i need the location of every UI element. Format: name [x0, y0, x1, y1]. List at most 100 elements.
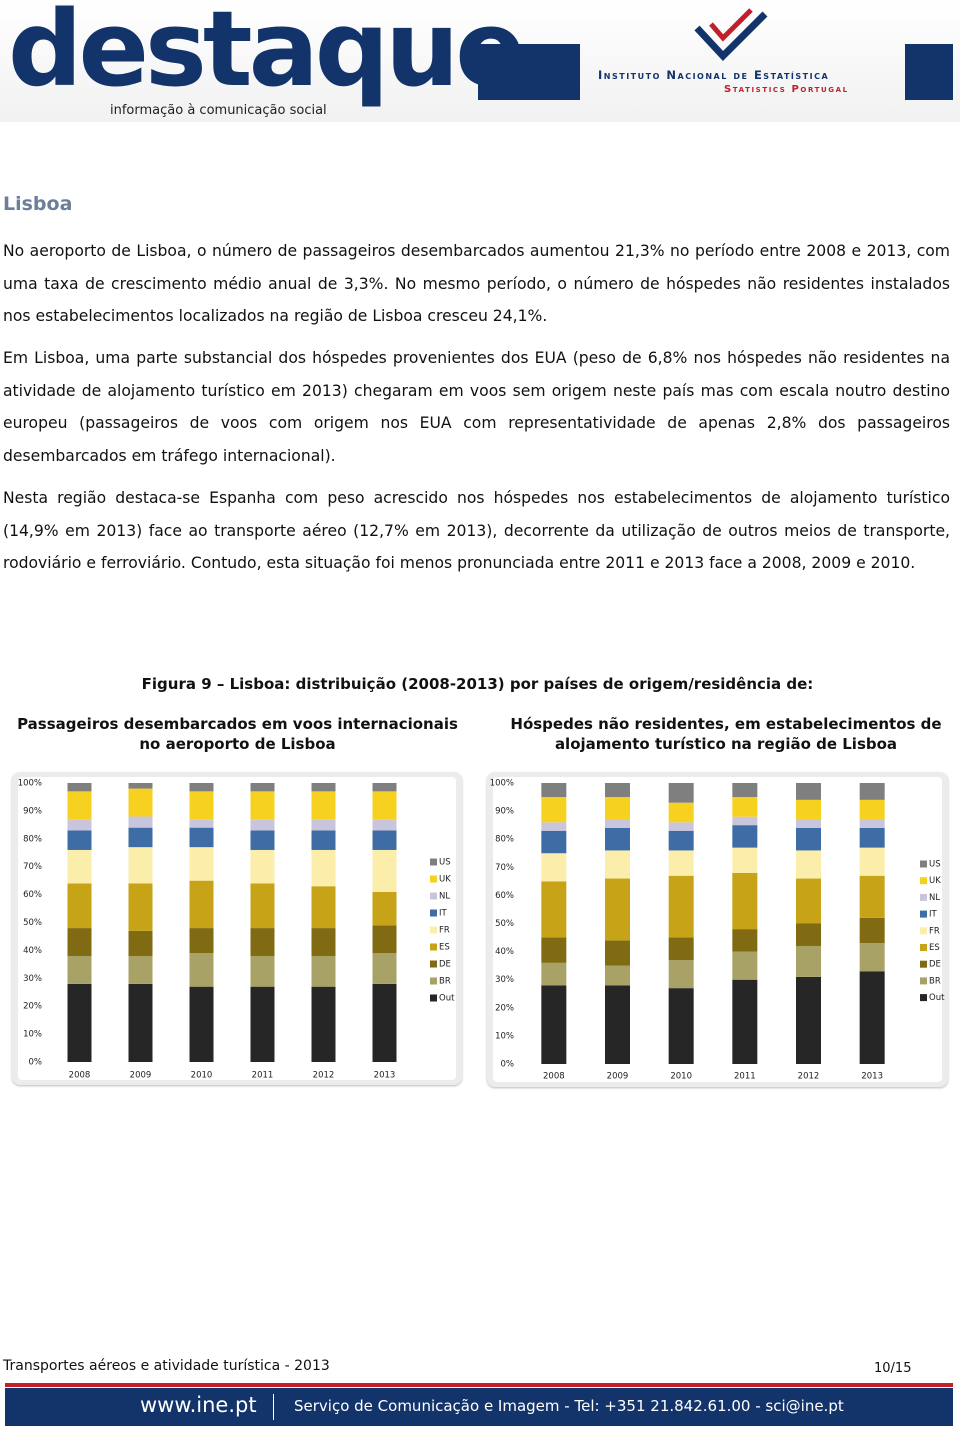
- footer-title: Transportes aéreos e atividade turística…: [3, 1358, 330, 1374]
- bar-segment: [250, 819, 275, 831]
- institute: Instituto Nacional de Estatística: [598, 68, 830, 82]
- legend-swatch: [430, 858, 437, 866]
- bar-segment: [67, 783, 92, 792]
- bar-segment: [668, 937, 694, 961]
- y-tick-label: 100%: [18, 779, 42, 789]
- bar-segment: [250, 928, 275, 956]
- bar-segment: [67, 849, 92, 884]
- bar-segment: [605, 850, 630, 879]
- bar-segment: [859, 783, 885, 800]
- legend-label: UK: [929, 876, 941, 886]
- bar-segment: [67, 955, 92, 984]
- bar-segment: [189, 880, 214, 929]
- legend-label: IT: [929, 910, 938, 920]
- chart: 0% 10% 20% 30% 40% 50% 60% 70% 80% 90% 100% 2008 200…: [12, 772, 462, 1085]
- x-tick-label: 2008: [69, 1071, 91, 1081]
- bar-segment: [796, 945, 821, 977]
- y-tick-label: 70%: [495, 863, 514, 873]
- bar-segment: [67, 983, 92, 1062]
- bar-segment: [250, 955, 275, 987]
- bar-segment: [189, 847, 214, 881]
- y-tick-label: 90%: [495, 807, 514, 817]
- bar-segment: [859, 971, 885, 1064]
- legend-swatch: [920, 877, 927, 885]
- bar-segment: [732, 847, 758, 873]
- bar-segment: [796, 923, 821, 946]
- y-tick-label: 60%: [23, 890, 42, 900]
- y-tick-label: 40%: [495, 947, 514, 957]
- bar-segment: [311, 928, 336, 956]
- bar-segment: [311, 886, 336, 929]
- bar-segment: [859, 943, 885, 972]
- bar-segment: [311, 783, 336, 792]
- y-tick-label: 20%: [23, 1002, 42, 1012]
- bar-segment: [311, 955, 336, 987]
- legend-swatch: [430, 994, 437, 1002]
- bar-segment: [859, 847, 885, 876]
- bar-segment: [859, 827, 885, 848]
- bar-segment: [128, 788, 153, 817]
- bar-segment: [67, 819, 92, 831]
- bar-segment: [668, 802, 694, 823]
- page-number: 10/15: [874, 1361, 912, 1376]
- bar-segment: [250, 883, 275, 929]
- y-tick-label: 0%: [501, 1060, 515, 1070]
- chart-title: Hóspedes não residentes, em estabelecime…: [510, 715, 942, 753]
- bar-segment: [128, 983, 153, 1062]
- legend-swatch: [430, 892, 437, 900]
- legend-label: FR: [439, 926, 450, 936]
- bar-segment: [541, 783, 567, 798]
- bar-segment: [128, 783, 153, 789]
- legend-label: Out: [929, 993, 945, 1003]
- bar-segment: [67, 791, 92, 820]
- y-tick-label: 60%: [495, 891, 514, 901]
- legend-label: FR: [929, 926, 940, 936]
- y-tick-label: 100%: [490, 779, 514, 789]
- footer-bar: [5, 1388, 953, 1426]
- y-tick-label: 40%: [23, 946, 42, 956]
- legend-swatch: [920, 927, 927, 935]
- legend-label: US: [929, 860, 941, 870]
- bar-segment: [189, 953, 214, 987]
- bar-segment: [189, 791, 214, 820]
- bar-segment: [605, 827, 630, 851]
- legend-swatch: [920, 910, 927, 918]
- bar-segment: [189, 783, 214, 792]
- legend-label: NL: [439, 892, 450, 902]
- bar-segment: [732, 783, 758, 798]
- bar-segment: [541, 797, 567, 823]
- bar-segment: [128, 930, 153, 956]
- bar-segment: [796, 878, 821, 924]
- bar-segment: [311, 791, 336, 820]
- bar-segment: [732, 825, 758, 848]
- header-band: [905, 44, 953, 100]
- x-tick-label: 2011: [734, 1072, 756, 1082]
- legend-swatch: [920, 893, 927, 901]
- chart-title: Passageiros desembarcados em voos intern…: [17, 715, 458, 753]
- bar-segment: [796, 976, 821, 1064]
- bar-segment: [311, 819, 336, 831]
- legend-label: BR: [439, 977, 451, 987]
- y-tick-label: 80%: [23, 834, 42, 844]
- bar-segment: [668, 875, 694, 938]
- bar-segment: [541, 881, 567, 938]
- bar-segment: [128, 847, 153, 884]
- section-title: Lisboa: [3, 193, 73, 215]
- bar-segment: [541, 822, 567, 831]
- legend-swatch: [430, 960, 437, 968]
- x-tick-label: 2010: [191, 1071, 213, 1081]
- bar-segment: [668, 822, 694, 831]
- y-tick-label: 80%: [495, 835, 514, 845]
- bar-segment: [67, 830, 92, 850]
- bar-segment: [541, 853, 567, 882]
- bar-segment: [605, 985, 630, 1064]
- bar-segment: [605, 819, 630, 828]
- bar-segment: [732, 929, 758, 952]
- legend-swatch: [430, 977, 437, 985]
- x-tick-label: 2008: [543, 1072, 565, 1082]
- x-tick-label: 2013: [374, 1071, 396, 1081]
- bar-segment: [189, 819, 214, 828]
- bar-segment: [128, 827, 153, 848]
- bar-segment: [250, 791, 275, 820]
